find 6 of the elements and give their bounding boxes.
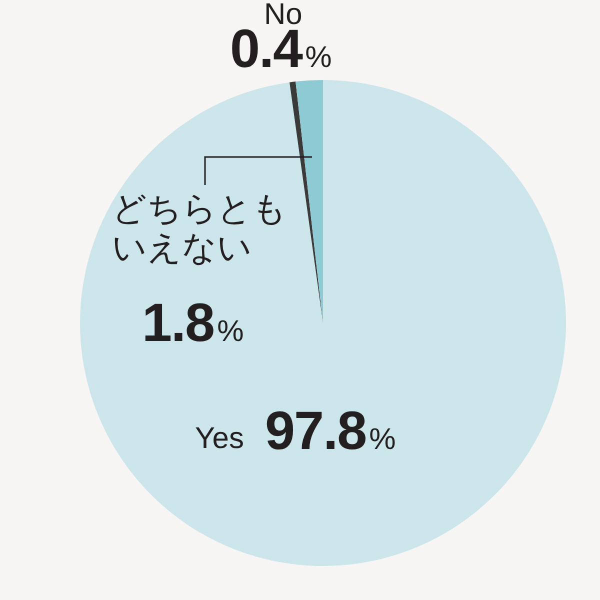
pie-slice — [80, 80, 566, 566]
data-label: 97.8% — [265, 400, 395, 462]
data-label: 1.8% — [142, 292, 243, 354]
slice-label: どちらともいえない — [112, 190, 288, 268]
slice-label: Yes — [195, 422, 244, 456]
pie-slice — [296, 80, 323, 323]
